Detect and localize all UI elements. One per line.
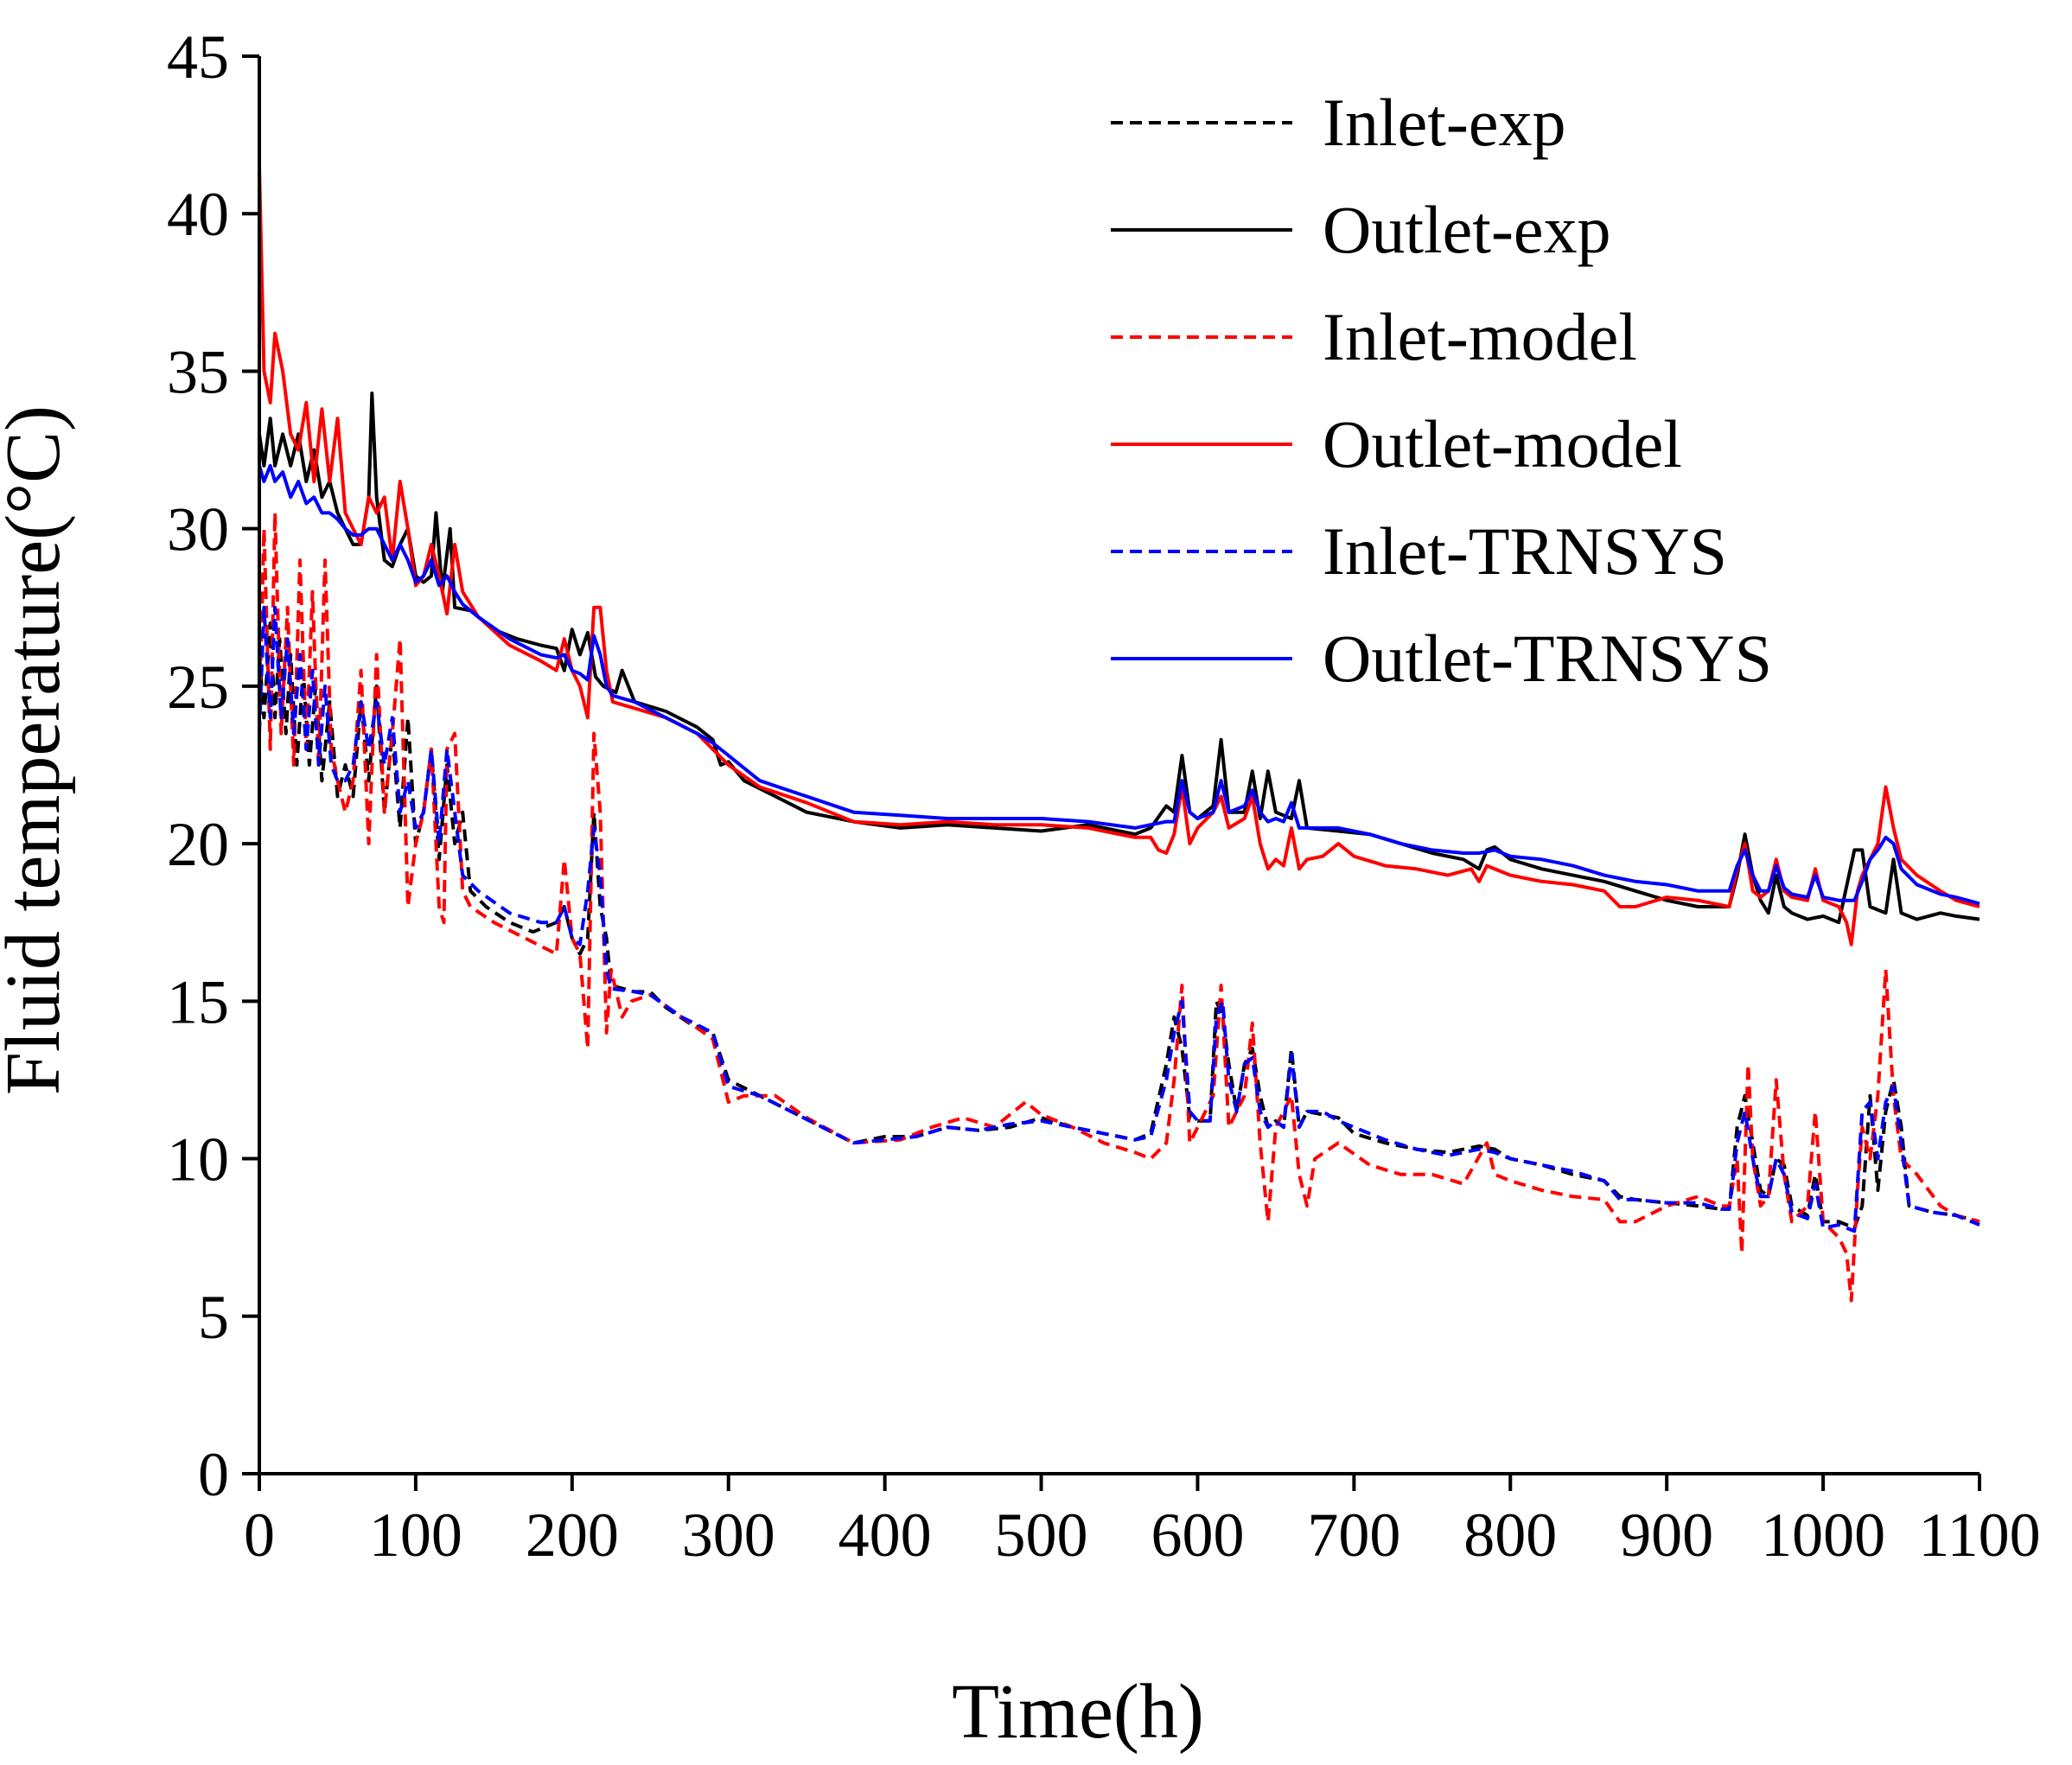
- x-tick-label: 600: [1151, 1501, 1244, 1570]
- x-tick-label: 800: [1463, 1501, 1557, 1570]
- y-tick-label: 25: [167, 653, 229, 722]
- x-tick-label: 1000: [1761, 1501, 1885, 1570]
- y-axis-title: Fluid temperature(°C): [0, 405, 76, 1095]
- y-tick-label: 35: [167, 337, 229, 406]
- legend-label-outlet-model: Outlet-model: [1323, 406, 1682, 481]
- y-tick-label: 20: [167, 810, 229, 879]
- legend-label-outlet-trnsys: Outlet-TRNSYS: [1323, 621, 1772, 696]
- y-tick-label: 30: [167, 495, 229, 564]
- x-tick-label: 300: [682, 1501, 775, 1570]
- y-tick-label: 5: [198, 1283, 229, 1352]
- x-tick-label: 0: [244, 1501, 275, 1570]
- x-tick-label: 400: [838, 1501, 932, 1570]
- series-line-inlet-model: [258, 511, 1980, 1303]
- series-line-inlet-trnsys: [258, 605, 1980, 1233]
- y-tick-label: 40: [167, 180, 229, 249]
- y-tick-label: 0: [198, 1440, 229, 1509]
- x-tick-label: 200: [526, 1501, 619, 1570]
- x-tick-label: 100: [369, 1501, 462, 1570]
- series-layer: [258, 166, 1980, 1303]
- x-tick-label: 900: [1620, 1501, 1713, 1570]
- x-tick-label: 500: [995, 1501, 1088, 1570]
- y-tick-label: 45: [167, 22, 229, 92]
- legend: Inlet-exp Outlet-exp Inlet-model Outlet-mod…: [1111, 85, 1772, 696]
- x-tick-label: 1100: [1918, 1501, 2040, 1570]
- ticks-layer: 0 100 200 300 400 500 600 700 800 900 1000 1100 0 5 10…: [167, 22, 2041, 1570]
- legend-label-outlet-exp: Outlet-exp: [1323, 192, 1611, 267]
- y-tick-label: 15: [167, 967, 229, 1036]
- axes-layer: [258, 56, 1980, 1475]
- x-tick-label: 700: [1307, 1501, 1400, 1570]
- legend-label-inlet-model: Inlet-model: [1323, 299, 1637, 374]
- x-axis-title: Time(h): [952, 1669, 1204, 1755]
- legend-label-inlet-trnsys: Inlet-TRNSYS: [1323, 513, 1727, 589]
- legend-label-inlet-exp: Inlet-exp: [1323, 85, 1566, 160]
- series-line-outlet-trnsys: [258, 463, 1980, 906]
- y-tick-label: 10: [167, 1125, 229, 1195]
